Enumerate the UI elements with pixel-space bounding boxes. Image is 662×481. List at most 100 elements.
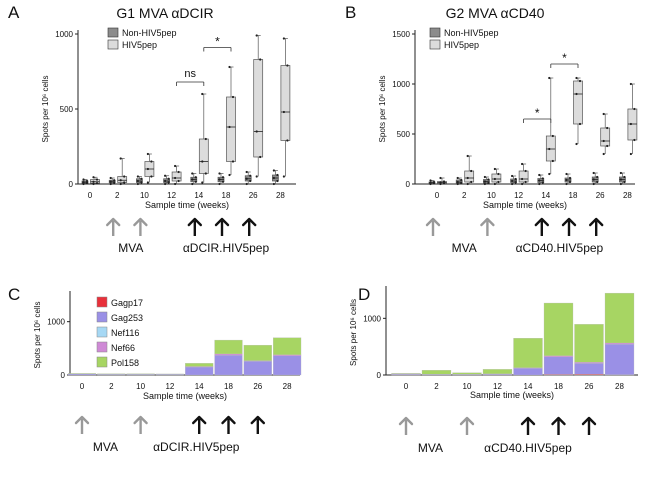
panel-b-arrow-black	[534, 217, 549, 236]
panel-c-stacked-bar	[67, 373, 97, 376]
box-point	[164, 174, 167, 177]
box-point	[514, 181, 517, 184]
box-point	[538, 182, 541, 186]
box-point	[548, 147, 551, 151]
box-point	[136, 175, 139, 178]
box-point	[282, 37, 285, 40]
box-point	[245, 177, 248, 180]
panel-a-legend-swatch	[107, 27, 119, 38]
panel-b-x-tick-label: 0	[435, 191, 440, 200]
box-point	[92, 176, 95, 179]
bar-segment-gag253	[67, 373, 97, 376]
bar-segment-pol158	[391, 373, 421, 375]
panel-c-arrow-black-head	[191, 415, 207, 425]
box-body	[253, 59, 264, 158]
box-point	[164, 179, 167, 183]
box-point	[140, 177, 143, 180]
box-point	[524, 169, 527, 173]
panel-d-x-tick-label: 18	[554, 382, 563, 391]
box-point	[113, 179, 116, 182]
box-point	[201, 160, 204, 163]
box-point	[82, 182, 85, 186]
box-point	[174, 176, 177, 180]
panel-a-arrow-grey-head	[105, 217, 121, 227]
box-point	[150, 175, 153, 178]
box-point	[541, 177, 544, 180]
box-point	[228, 125, 231, 129]
panel-b-y-tick-label: 0	[406, 180, 411, 189]
panel-c-arrow-black	[221, 415, 236, 434]
panel-a-letter: A	[8, 3, 20, 22]
box-point	[218, 178, 221, 181]
box-point	[245, 182, 248, 186]
panel-a-x-tick-label: 28	[276, 191, 285, 200]
significance-label: ns	[184, 68, 196, 80]
box-point	[538, 179, 541, 182]
box-body	[573, 80, 583, 125]
panel-b-box-non-hiv	[537, 173, 545, 186]
panel-a-x-tick-label: 12	[167, 191, 176, 200]
box-point	[276, 179, 279, 183]
box-point	[602, 152, 605, 156]
box-point	[255, 130, 258, 133]
panel-d-stacked-bar	[513, 338, 543, 376]
box-point	[92, 182, 95, 186]
bar-segment-gag253	[574, 363, 604, 375]
panel-b-legend-swatch	[429, 39, 441, 50]
bar-segment-gag253	[214, 355, 243, 376]
box-point	[276, 173, 279, 177]
box-body	[117, 176, 128, 183]
box-point	[218, 172, 221, 175]
panel-c-arrow-grey-head	[74, 415, 90, 425]
panel-b-x-tick-label: 12	[514, 191, 523, 200]
panel-c-legend-swatch	[96, 296, 108, 308]
box-point	[487, 181, 490, 185]
panel-b-box-non-hiv	[428, 179, 436, 186]
panel-b-arrow-black	[589, 217, 604, 236]
panel-b-box-hiv	[491, 167, 502, 186]
panel-d-letter: D	[358, 285, 370, 304]
panel-c-stacked-bar	[243, 344, 272, 376]
box-point	[602, 139, 605, 143]
panel-d-arrow-grey	[398, 416, 414, 435]
box-point	[456, 182, 459, 186]
panel-c-x-tick-label: 10	[136, 382, 145, 391]
panel-d-x-tick-label: 2	[434, 382, 439, 391]
box-point	[204, 137, 207, 141]
box-point	[521, 162, 524, 166]
panel-b-arrow-black-head	[561, 217, 577, 227]
panel-d: D 0 1000 Spots per 10⁶ cells 0 2 10 12 14 18 26 28 S…	[349, 285, 638, 455]
panel-a-arrow-label: αDCIR.HIV5pep	[183, 241, 270, 255]
panel-b-y-tick-label: 500	[397, 130, 411, 139]
bar-segment-pol158	[273, 337, 302, 355]
panel-d-arrow-black	[581, 416, 597, 435]
panel-a-box-hiv	[253, 34, 264, 178]
panel-a-significance: *	[203, 35, 232, 52]
box-point	[470, 180, 473, 184]
panel-a-arrow-black-head	[187, 217, 203, 227]
significance-label: *	[535, 106, 540, 120]
box-point	[493, 182, 496, 186]
box-point	[245, 170, 248, 174]
box-body	[600, 127, 611, 147]
panel-b-legend: Non-HIV5pep HIV5pep	[429, 27, 499, 50]
panel-b-significance: *	[523, 106, 552, 123]
panel-b-box-hiv	[437, 176, 447, 186]
box-point	[568, 180, 572, 184]
panel-b-arrow-label: MVA	[452, 241, 477, 255]
box-point	[191, 172, 194, 175]
panel-a-x-tick-label: 10	[140, 191, 149, 200]
bar-segment-pol158	[185, 363, 214, 367]
bar-segment-nef66	[214, 353, 243, 356]
bar-segment-nef66	[604, 342, 635, 345]
panel-b-arrow-grey	[480, 217, 495, 236]
panel-b-box-hiv	[600, 112, 611, 156]
panel-c-x-label: Sample time (weeks)	[143, 391, 227, 401]
box-point	[286, 64, 289, 67]
panel-a-arrow-grey	[133, 217, 148, 236]
box-point	[623, 175, 626, 179]
box-point	[460, 181, 463, 185]
box-point	[191, 182, 194, 186]
box-point	[92, 180, 95, 183]
panel-a-y-tick-label: 0	[69, 180, 74, 189]
